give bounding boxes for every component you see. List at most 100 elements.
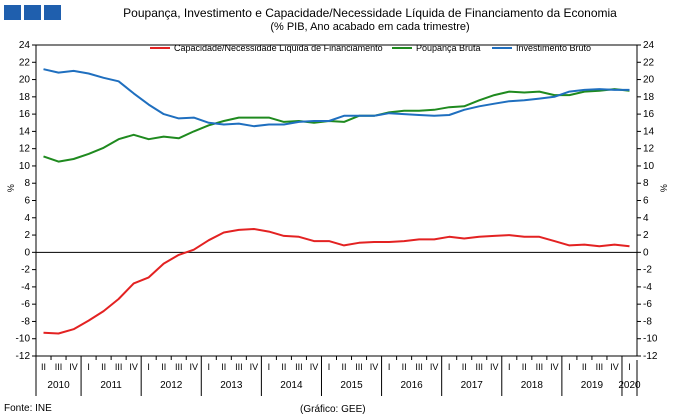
y-tick-label-left: -4	[21, 282, 30, 293]
y-axis-label-left: %	[6, 184, 16, 192]
quarter-label: I	[448, 362, 451, 372]
y-tick-label-right: 10	[643, 161, 655, 172]
y-tick-label-left: 18	[19, 92, 31, 103]
series-line	[43, 228, 630, 335]
quarter-label: I	[628, 362, 631, 372]
quarter-label: I	[87, 362, 90, 372]
y-tick-label-right: 4	[643, 213, 649, 224]
y-axis-label-right: %	[659, 184, 669, 192]
quarter-label: III	[235, 362, 243, 372]
y-tick-label-left: 4	[24, 213, 30, 224]
y-tick-label-left: -10	[16, 334, 31, 345]
y-tick-label-left: 10	[19, 161, 31, 172]
y-tick-label-left: 24	[19, 40, 31, 51]
quarter-label: II	[101, 362, 106, 372]
year-label: 2018	[521, 380, 544, 391]
y-tick-label-right: 18	[643, 92, 655, 103]
quarter-label: I	[208, 362, 211, 372]
quarter-label: II	[161, 362, 166, 372]
y-tick-label-left: 2	[24, 230, 30, 241]
quarter-label: III	[55, 362, 63, 372]
y-tick-label-right: -8	[643, 316, 652, 327]
y-tick-label-right: 12	[643, 144, 655, 155]
y-tick-label-left: 6	[24, 196, 30, 207]
quarter-label: III	[295, 362, 303, 372]
quarter-label: II	[41, 362, 46, 372]
y-tick-label-left: 12	[19, 144, 31, 155]
year-label: 2014	[280, 380, 303, 391]
logo-square	[44, 5, 61, 20]
quarter-label: III	[596, 362, 604, 372]
plot-area	[35, 44, 638, 357]
quarter-label: III	[536, 362, 544, 372]
quarter-label: I	[508, 362, 511, 372]
year-label: 2017	[461, 380, 484, 391]
y-tick-label-right: 6	[643, 196, 649, 207]
chart-subtitle: (% PIB, Ano acabado em cada trimestre)	[270, 21, 470, 33]
y-tick-label-right: -10	[643, 334, 658, 345]
series-line	[43, 68, 630, 128]
legend-label: Poupança Bruta	[416, 43, 481, 53]
y-tick-label-left: 16	[19, 109, 31, 120]
logo-square	[4, 5, 21, 20]
quarter-label: I	[328, 362, 331, 372]
quarter-label: III	[175, 362, 183, 372]
quarter-label: III	[475, 362, 483, 372]
y-tick-label-left: 0	[24, 247, 30, 258]
quarter-label: IV	[610, 362, 619, 372]
y-tick-label-left: 22	[19, 57, 31, 68]
y-tick-label-right: 24	[643, 40, 655, 51]
quarter-label: IV	[370, 362, 379, 372]
y-tick-label-right: -4	[643, 282, 652, 293]
quarter-label: IV	[310, 362, 319, 372]
y-tick-label-left: -12	[16, 351, 31, 362]
logo-square	[24, 5, 41, 20]
series-line	[43, 88, 630, 163]
y-tick-label-right: -6	[643, 299, 652, 310]
y-tick-label-left: -6	[21, 299, 30, 310]
year-label: 2012	[160, 380, 183, 391]
y-tick-label-left: 20	[19, 75, 31, 86]
year-label: 2013	[220, 380, 243, 391]
year-label: 2019	[581, 380, 604, 391]
quarter-label: II	[281, 362, 286, 372]
quarter-label: IV	[430, 362, 439, 372]
y-tick-label-left: 8	[24, 178, 30, 189]
source-note: Fonte: INE	[4, 403, 52, 414]
quarter-label: II	[402, 362, 407, 372]
y-tick-label-left: -2	[21, 265, 30, 276]
quarter-label: III	[355, 362, 363, 372]
y-tick-label-right: 16	[643, 109, 655, 120]
y-tick-label-right: 2	[643, 230, 649, 241]
quarter-label: I	[388, 362, 391, 372]
quarter-label: II	[462, 362, 467, 372]
y-tick-label-right: 20	[643, 75, 655, 86]
legend-label: Capacidade/Necessidade Líquida de Financ…	[174, 43, 383, 53]
quarter-label: IV	[490, 362, 499, 372]
year-label: 2020	[618, 380, 641, 391]
year-label: 2010	[47, 380, 70, 391]
quarter-label: IV	[190, 362, 199, 372]
year-label: 2016	[401, 380, 424, 391]
quarter-label: I	[568, 362, 571, 372]
legend-label: Investimento Bruto	[516, 43, 591, 53]
quarter-label: IV	[550, 362, 559, 372]
logo	[4, 5, 61, 20]
quarter-label: II	[221, 362, 226, 372]
quarter-label: I	[268, 362, 271, 372]
quarter-label: III	[415, 362, 423, 372]
credit-note: (Gráfico: GEE)	[300, 404, 366, 415]
quarter-label: II	[582, 362, 587, 372]
quarter-label: II	[522, 362, 527, 372]
year-label: 2015	[340, 380, 363, 391]
quarter-label: I	[147, 362, 150, 372]
y-tick-label-right: 0	[643, 247, 649, 258]
year-label: 2011	[100, 380, 122, 391]
quarter-label: IV	[69, 362, 78, 372]
quarter-label: II	[342, 362, 347, 372]
y-tick-label-right: 14	[643, 126, 655, 137]
y-tick-label-right: -2	[643, 265, 652, 276]
y-tick-label-right: 8	[643, 178, 649, 189]
chart-title: Poupança, Investimento e Capacidade/Nece…	[123, 6, 617, 20]
